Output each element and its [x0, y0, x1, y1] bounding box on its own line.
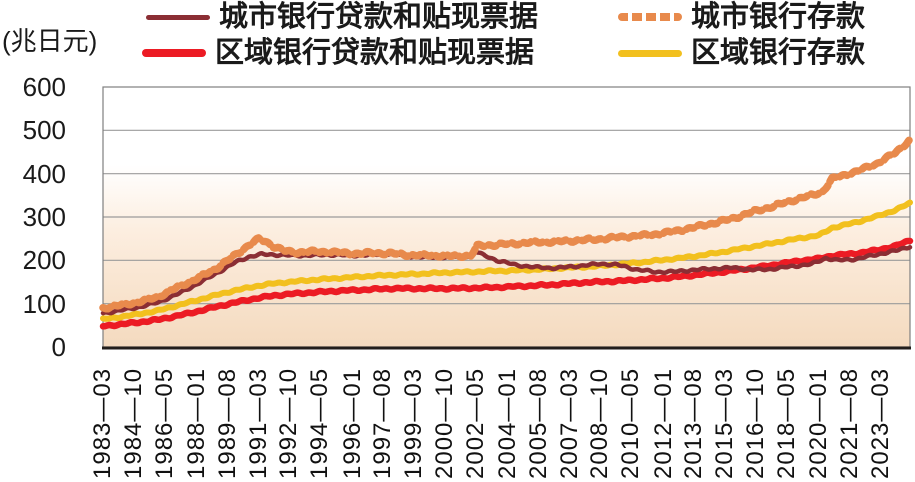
series-line-regional_loans	[99, 237, 914, 330]
legend-label-city-deposits: 城市银行存款	[691, 1, 866, 33]
x-axis-tick-label: 2000—10	[430, 367, 458, 479]
y-axis-tick-label: 200	[22, 245, 66, 276]
x-axis-tick-label: 2013—08	[680, 367, 708, 479]
x-axis-tick-label: 2015—03	[711, 367, 739, 479]
x-axis-tick-label: 1999—03	[400, 367, 428, 479]
x-axis-tick-label: 1989—08	[213, 367, 241, 479]
y-axis-tick-label: 0	[51, 332, 66, 362]
x-axis-tick-label: 2021—08	[836, 367, 864, 479]
legend-item-regional-loans: 区域银行贷款和贴现票据	[142, 36, 534, 70]
y-axis-tick-label: 300	[22, 202, 66, 232]
x-axis-tick-label: 1992—10	[275, 367, 303, 479]
y-axis-unit-label: (兆日元)	[2, 26, 98, 56]
legend-line-swatch-city-loans	[146, 14, 210, 20]
x-axis-tick-label: 2012—01	[649, 367, 677, 479]
x-axis-tick-label: 2016—10	[742, 367, 770, 479]
series-line-regional_deposits	[100, 199, 913, 322]
legend-label-regional-loans: 区域银行贷款和贴现票据	[215, 37, 535, 69]
x-axis-tick-label: 2010—05	[617, 367, 645, 479]
x-axis-tick-label: 1983—03	[89, 367, 116, 479]
legend-item-city-loans: 城市银行贷款和贴现票据	[146, 0, 538, 34]
chart-legend: 城市银行贷款和贴现票据 城市银行存款 区域银行贷款和贴现票据 区域银行存款	[0, 0, 915, 72]
y-axis-tick-label: 400	[22, 158, 66, 189]
x-axis-tick-label: 1984—10	[119, 367, 147, 479]
x-axis-tick-label: 2008—10	[586, 367, 614, 479]
legend-item-regional-deposits: 区域银行存款	[618, 36, 865, 70]
series-line-city_loans	[100, 245, 913, 316]
series-line-city_deposits	[99, 135, 914, 313]
legend-line-swatch-city-deposits	[618, 13, 682, 21]
x-axis-tick-label: 2002—05	[461, 367, 489, 479]
legend-item-city-deposits: 城市银行存款	[618, 0, 865, 34]
x-axis-tick-label: 1988—01	[182, 367, 210, 479]
x-axis-tick-label: 1996—01	[338, 367, 366, 479]
x-axis-tick-label: 2023—03	[866, 367, 894, 479]
y-axis-tick-label: 100	[22, 288, 66, 319]
x-axis-tick-label: 1997—08	[369, 367, 397, 479]
x-axis-tick-label: 2020—01	[805, 367, 833, 479]
legend-line-swatch-regional-deposits	[618, 49, 682, 57]
x-axis-tick-label: 2005—08	[524, 367, 552, 479]
x-axis-tick-label: 2018—05	[772, 367, 800, 479]
legend-label-city-loans: 城市银行贷款和贴现票据	[219, 1, 539, 33]
y-axis-tick-label: 500	[22, 115, 66, 146]
x-axis-tick-label: 1991—03	[244, 367, 272, 479]
x-axis-tick-label: 1986—05	[150, 367, 178, 479]
x-axis-tick-label: 2004—01	[494, 367, 522, 479]
legend-line-swatch-regional-loans	[142, 49, 206, 57]
x-axis-tick-label: 2007—03	[555, 367, 583, 479]
legend-label-regional-deposits: 区域银行存款	[691, 37, 866, 69]
x-axis-tick-label: 1994—05	[306, 367, 334, 479]
y-axis-tick-label: 600	[22, 72, 66, 102]
